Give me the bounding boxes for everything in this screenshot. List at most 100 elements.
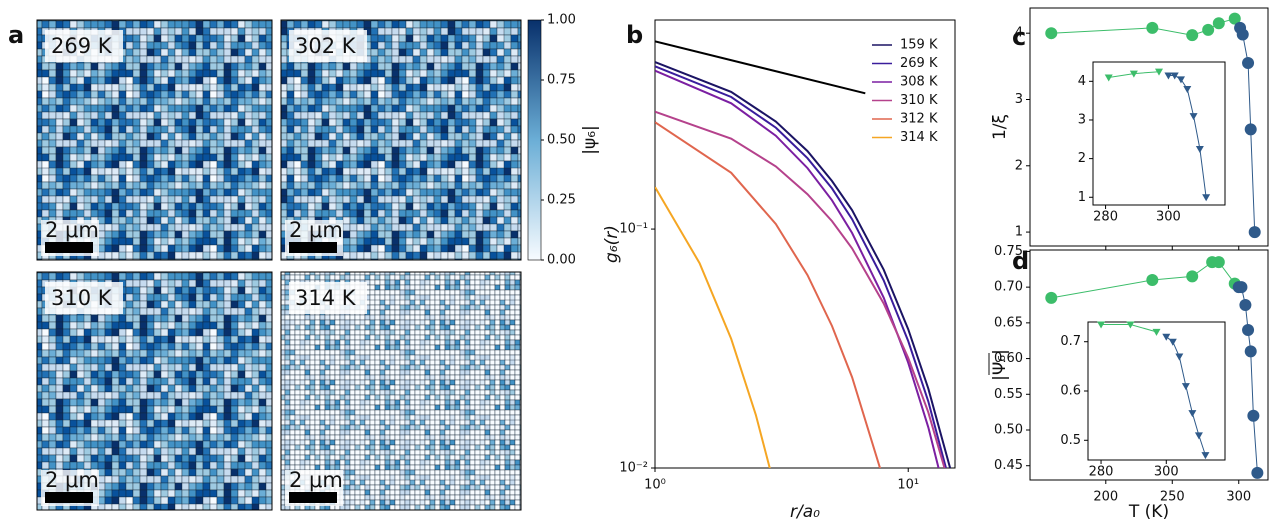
marker	[1244, 345, 1257, 358]
marker	[1177, 76, 1185, 84]
series-group	[1045, 256, 1264, 479]
marker	[1189, 113, 1198, 121]
x-axis-label: r/a₀	[790, 502, 820, 522]
plot-frame	[654, 19, 956, 469]
series-group	[655, 40, 952, 468]
colorbar-tick-label: 0.25	[547, 193, 576, 208]
colorbar-tick-label: 0.00	[547, 253, 576, 268]
x-tick-label: 300	[1156, 210, 1181, 225]
series-group	[1104, 68, 1211, 202]
marker	[1097, 321, 1106, 329]
colorbar	[527, 19, 542, 261]
marker	[1202, 23, 1215, 36]
marker	[1248, 226, 1261, 239]
series-line	[655, 110, 946, 468]
marker	[1188, 410, 1197, 418]
y-tick-label: 0.5	[1060, 433, 1081, 448]
label-bg	[45, 282, 123, 314]
y-tick-label: 3	[1078, 112, 1086, 127]
scale-bar	[289, 242, 337, 253]
scale-bar	[45, 492, 93, 503]
x-tick-label: 10⁰	[644, 478, 666, 493]
x-tick-label: 250	[1160, 490, 1185, 505]
y-tick-label: 1	[1078, 190, 1086, 205]
y-tick-label: 4	[1078, 74, 1086, 89]
y-tick-label: 1	[1015, 225, 1023, 240]
y-tick-label: 10⁻¹	[619, 222, 648, 237]
y-tick-label: 2	[1015, 158, 1023, 173]
legend-label: 269 K	[900, 56, 938, 71]
marker	[1045, 291, 1058, 304]
x-tick-label: 200	[1093, 490, 1118, 505]
colorbar-tick-label: 0.75	[547, 73, 576, 88]
colorbar-tick-label: 1.00	[547, 13, 576, 28]
legend-label: 308 K	[900, 75, 938, 90]
marker	[1242, 57, 1255, 70]
legend-label: 310 K	[900, 93, 938, 108]
marker	[1247, 409, 1260, 422]
y-tick-label: 0.6	[1060, 384, 1081, 399]
marker	[1244, 123, 1257, 136]
plot-frame	[1092, 61, 1226, 206]
image-label: 269 K	[51, 34, 113, 58]
marker	[1236, 28, 1249, 41]
marker	[1129, 70, 1138, 78]
y-tick-label: 0.55	[994, 387, 1023, 402]
marker	[1175, 353, 1184, 361]
series-line	[655, 186, 771, 468]
marker	[1168, 338, 1177, 346]
series-line	[655, 61, 952, 468]
x-axis-label: T (K)	[1128, 502, 1169, 522]
marker	[1212, 17, 1225, 30]
image-label: 314 K	[295, 286, 357, 310]
series-line	[655, 40, 866, 95]
plot-frame	[1087, 321, 1226, 461]
scale-bar	[45, 242, 93, 253]
marker	[1201, 452, 1210, 460]
y-tick-label: 0.65	[994, 315, 1023, 330]
y-tick-label: 4	[1015, 26, 1023, 41]
marker	[1146, 274, 1159, 286]
legend-label: 312 K	[900, 112, 938, 127]
marker	[1155, 68, 1163, 76]
marker	[1126, 321, 1135, 329]
label-bg	[45, 30, 123, 62]
scale-bar-label: 2 μm	[289, 468, 343, 492]
y-tick-label: 0.50	[994, 423, 1023, 438]
scale-bar-label: 2 μm	[45, 218, 99, 242]
y-axis-label: g₆(r)	[602, 225, 622, 263]
scale-bar	[289, 492, 337, 503]
y-tick-label: 0.7	[1060, 334, 1081, 349]
y-tick-label: 3	[1015, 92, 1023, 107]
y-axis-label: 1/ξ	[990, 114, 1010, 140]
marker	[1164, 72, 1173, 80]
y-tick-label: 10⁻²	[619, 461, 648, 476]
label-bg	[289, 30, 367, 62]
colorbar-tick-label: 0.50	[547, 133, 576, 148]
y-tick-label: 0.45	[994, 458, 1023, 473]
marker	[1235, 281, 1248, 294]
marker	[1152, 328, 1161, 336]
marker	[1242, 324, 1255, 336]
image-label: 302 K	[295, 34, 357, 58]
x-tick-label: 10¹	[897, 478, 919, 493]
y-tick-label: 2	[1078, 151, 1086, 166]
colorbar-label: |ψ₆|	[580, 125, 600, 154]
x-tick-label: 300	[1154, 465, 1179, 480]
label-bg	[289, 282, 367, 314]
series-group	[1045, 12, 1261, 239]
marker	[1251, 466, 1264, 479]
marker	[1194, 432, 1203, 440]
panel-letter: d	[1012, 247, 1029, 275]
panel-letter: b	[626, 21, 643, 49]
panel-letter: c	[1012, 23, 1026, 51]
marker	[1186, 29, 1199, 42]
legend-label: 314 K	[900, 130, 938, 145]
y-tick-label: 0.60	[994, 351, 1023, 366]
series-line	[655, 65, 947, 468]
y-tick-label: 0.75	[994, 244, 1023, 259]
marker	[1104, 74, 1113, 82]
scale-bar-label: 2 μm	[45, 468, 99, 492]
